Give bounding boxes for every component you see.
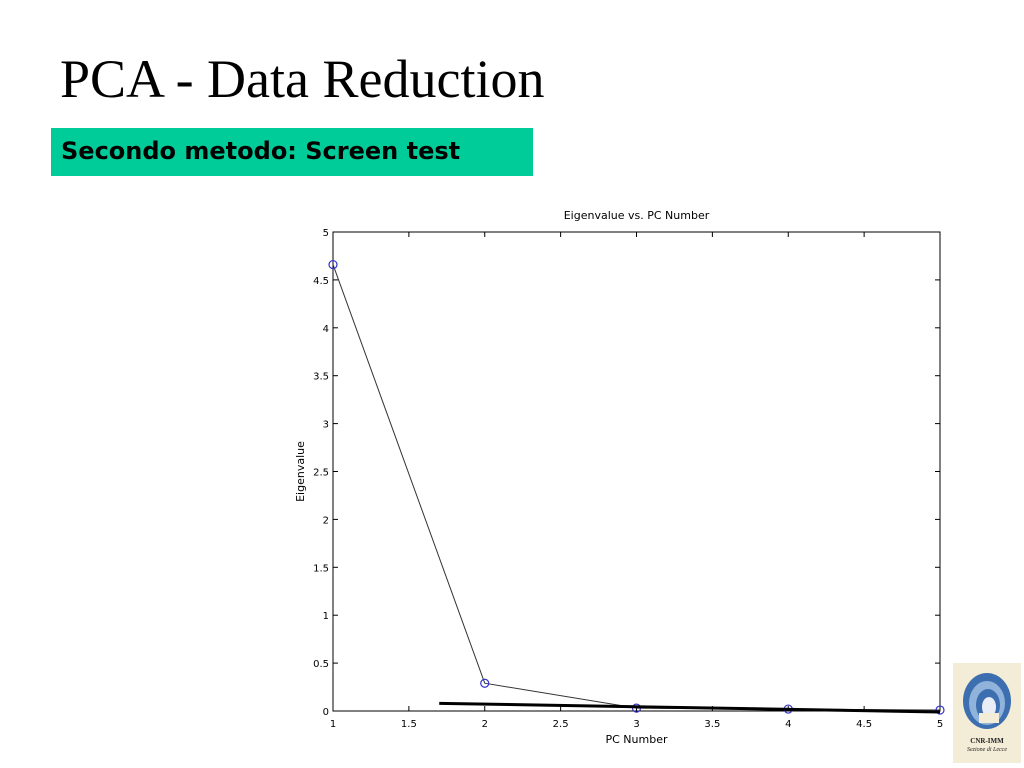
y-tick-label: 2: [323, 515, 329, 526]
x-tick-label: 3: [633, 719, 639, 730]
data-point: [935, 705, 945, 715]
y-tick-label: 3.5: [313, 372, 329, 383]
data-point: [328, 259, 338, 270]
slide-title: PCA - Data Reduction: [60, 49, 545, 109]
logo-line-2: Sezione di Lecce: [967, 747, 1007, 753]
x-tick-label: 3.5: [704, 719, 720, 730]
y-tick-label: 1.5: [313, 563, 329, 574]
plot-frame: [332, 231, 941, 712]
x-tick-label: 4.5: [856, 719, 872, 730]
y-tick-label: 1: [323, 611, 329, 622]
chart-title: Eigenvalue vs. PC Number: [564, 209, 710, 222]
x-tick-label: 5: [937, 719, 943, 730]
institution-logo: CNR-IMM Sezione di Lecce: [953, 663, 1021, 763]
y-axis-label: Eigenvalue: [294, 441, 307, 502]
y-tick-label: 2.5: [313, 468, 329, 479]
scree-baseline-line: [439, 701, 941, 714]
x-tick-label: 4: [785, 719, 791, 730]
subtitle-box: Secondo metodo: Screen test: [51, 128, 533, 176]
subtitle-text: Secondo metodo: Screen test: [61, 137, 461, 165]
data-point: [480, 678, 490, 688]
x-tick-label: 2.5: [553, 719, 569, 730]
y-tick-label: 4: [323, 324, 329, 335]
x-tick-label: 1.5: [401, 719, 417, 730]
series-line: [332, 264, 941, 711]
y-tick-label: 4.5: [313, 276, 329, 287]
cnr-emblem-icon: [963, 673, 1011, 729]
logo-line-1: CNR-IMM: [970, 737, 1004, 745]
y-tick-label: 0: [323, 707, 329, 718]
y-tick-label: 3: [323, 420, 329, 431]
y-tick-label: 0.5: [313, 659, 329, 670]
y-tick-label: 5: [323, 228, 329, 239]
eigenvalue-chart: Eigenvalue vs. PC Number 1 1.5 2 2.5 3 3.5 4 4.5…: [294, 209, 945, 746]
x-tick-label: 1: [330, 719, 336, 730]
x-tick-label: 2: [482, 719, 488, 730]
x-axis-label: PC Number: [606, 733, 668, 746]
